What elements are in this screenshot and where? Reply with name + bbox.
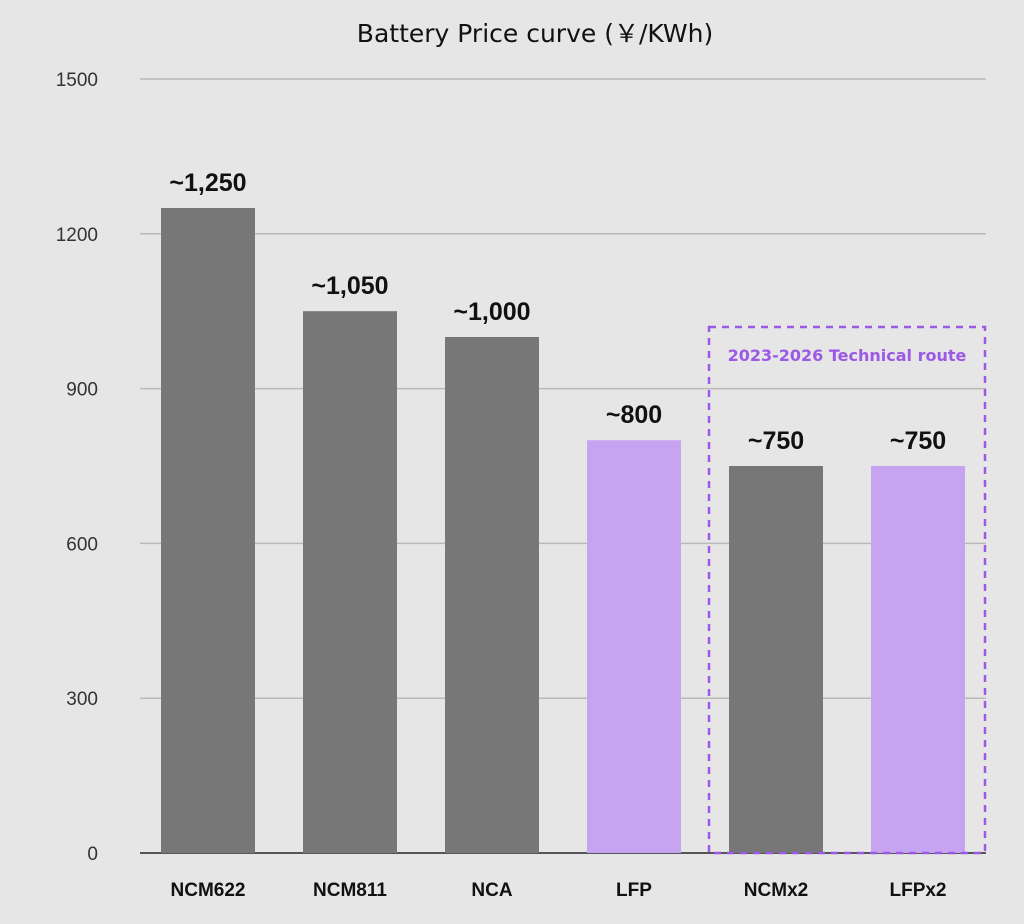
bar — [871, 466, 965, 853]
bar — [729, 466, 823, 853]
y-tick-label: 300 — [66, 689, 98, 710]
bar — [587, 440, 681, 853]
bar — [445, 337, 539, 853]
data-labels: ~1,250 ~1,050 ~1,000 ~800 ~750 ~750 — [169, 169, 946, 455]
technical-route-box — [707, 325, 987, 855]
y-axis-ticks: 0 300 600 900 1200 1500 — [56, 70, 98, 865]
data-label: ~800 — [606, 401, 662, 429]
annotation-layer: 2023-2026 Technical route — [707, 325, 987, 855]
x-tick-label: NCM811 — [313, 880, 387, 901]
x-tick-label: LFP — [616, 880, 652, 901]
x-tick-label: NCM622 — [171, 880, 246, 901]
data-label: ~1,250 — [169, 169, 246, 197]
chart-title: Battery Price curve (￥/KWh) — [357, 19, 713, 48]
x-axis-ticks: NCM622 NCM811 NCA LFP NCMx2 LFPx2 — [171, 880, 947, 901]
data-label: ~750 — [890, 427, 946, 455]
data-label: ~750 — [748, 427, 804, 455]
data-label: ~1,050 — [311, 272, 388, 300]
x-tick-label: LFPx2 — [889, 880, 946, 901]
grid-layer — [140, 78, 986, 854]
y-tick-label: 0 — [87, 844, 98, 865]
y-tick-label: 1200 — [56, 225, 98, 246]
x-tick-label: NCMx2 — [744, 880, 808, 901]
x-tick-label: NCA — [471, 880, 512, 901]
y-tick-label: 900 — [66, 380, 98, 401]
y-tick-label: 600 — [66, 534, 98, 555]
y-tick-label: 1500 — [56, 70, 98, 91]
technical-route-label: 2023-2026 Technical route — [728, 346, 967, 365]
bars — [161, 208, 965, 853]
bar — [161, 208, 255, 853]
bar — [303, 311, 397, 853]
data-label: ~1,000 — [453, 298, 530, 326]
